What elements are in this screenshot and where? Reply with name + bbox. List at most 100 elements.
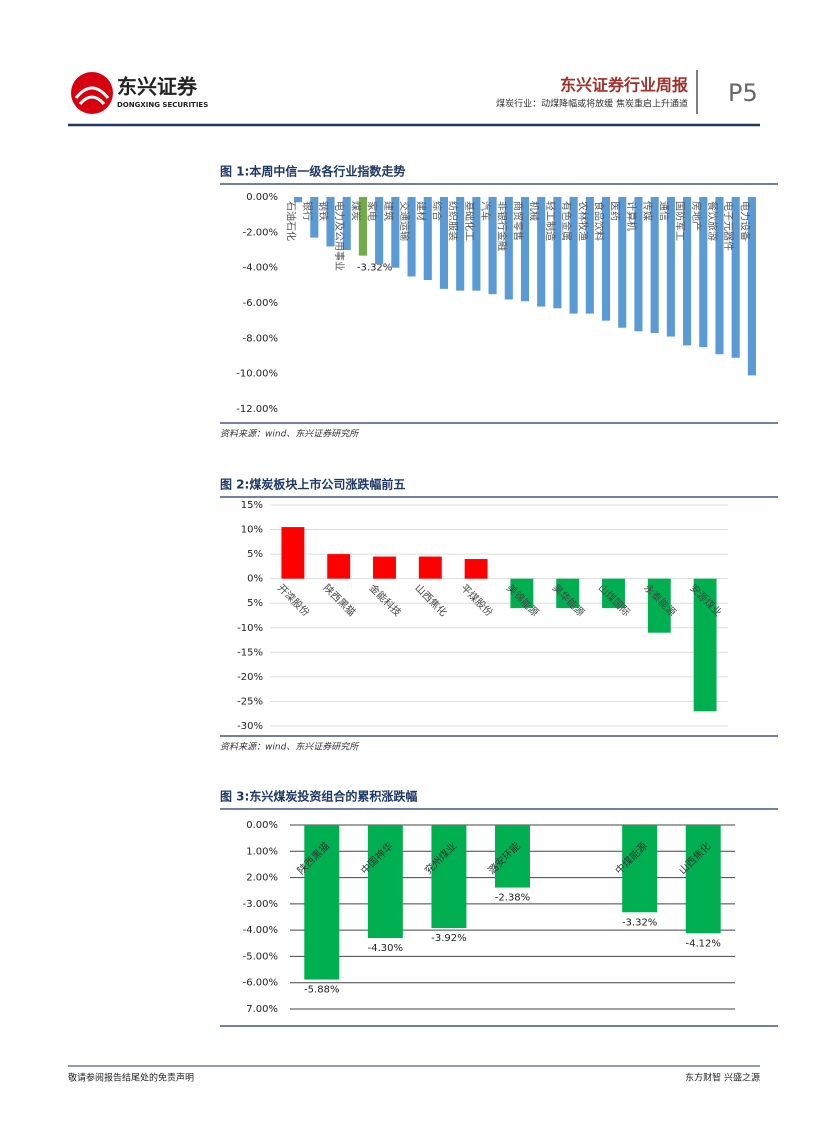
report-subtitle: 煤炭行业：动煤降幅或将放缓 焦炭重启上升通道 — [496, 98, 688, 110]
x-tick-label: 汽车 — [479, 201, 492, 221]
y-tick-label: -6.00% — [243, 298, 278, 309]
x-tick-label: 陕西黑猫 — [321, 581, 358, 618]
x-tick-label: 非银行金融 — [495, 201, 508, 251]
bar — [407, 197, 416, 277]
x-tick-label: 机械 — [528, 201, 541, 221]
bar — [373, 556, 396, 579]
y-tick-label: 0.00% — [246, 192, 278, 203]
bar — [537, 197, 546, 307]
y-tick-label: -10.00% — [236, 369, 278, 380]
bar — [618, 197, 627, 328]
bar — [464, 559, 488, 579]
bar — [391, 197, 400, 268]
footer-right: 东方财智 兴盛之源 — [685, 1072, 760, 1084]
x-tick-label: 建材 — [414, 201, 427, 221]
x-tick-label: 国防军工 — [674, 201, 687, 241]
y-tick-label: -25% — [237, 696, 263, 707]
bar — [510, 578, 534, 609]
bar — [602, 578, 625, 609]
bar — [699, 197, 708, 348]
footer-left: 敬请参阅报告结尾处的免责声明 — [68, 1072, 194, 1084]
bar — [281, 527, 305, 579]
x-tick-label: 建筑 — [382, 201, 395, 221]
x-tick-label: 纺织服装 — [447, 201, 460, 241]
bar — [327, 554, 351, 579]
report-title: 东兴证券行业周报 — [560, 76, 688, 95]
bar — [585, 197, 594, 314]
x-tick-label: 农林牧渔 — [576, 201, 589, 241]
x-tick-label: 电子元器件 — [722, 201, 735, 251]
bar — [439, 197, 449, 289]
y-tick-label: 0.00% — [246, 820, 278, 831]
bar — [553, 197, 562, 309]
y-tick-label: -8.00% — [243, 333, 278, 344]
x-tick-label: 电力及公用事业 — [333, 201, 346, 271]
bar — [556, 578, 580, 609]
logo — [71, 72, 113, 114]
data-label: -2.38% — [495, 893, 530, 904]
x-tick-label: 通信 — [657, 201, 669, 221]
x-tick-label: 基础化工 — [463, 201, 476, 241]
bar — [747, 197, 756, 376]
bar — [431, 825, 467, 929]
bar — [504, 197, 513, 300]
bar — [294, 197, 303, 203]
bar — [342, 197, 351, 250]
source-note: 资料来源：wind、东兴证券研究所 — [220, 429, 360, 440]
x-tick-label: 平煤股份 — [458, 581, 495, 618]
y-tick-label: -20% — [237, 672, 263, 683]
bar — [520, 197, 530, 302]
y-tick-label: 5% — [247, 549, 263, 560]
y-tick-label: -15% — [237, 647, 263, 658]
chart-title: 图 2:煤炭板块上市公司涨跌幅前五 — [220, 477, 405, 492]
x-tick-label: 银行 — [301, 201, 314, 221]
y-tick-label: -4.00% — [243, 925, 278, 936]
chart-title: 图 1:本周中信一级各行业指数走势 — [220, 164, 405, 179]
x-tick-label: 交通运输 — [398, 201, 411, 241]
x-tick-label: 商贸零售 — [512, 201, 525, 241]
x-tick-label: 传媒 — [641, 201, 653, 221]
x-tick-label: 石油石化 — [285, 201, 298, 241]
y-tick-label: -5.00% — [243, 951, 278, 962]
x-tick-label: 有色金属 — [560, 201, 573, 241]
bar — [650, 197, 659, 334]
y-tick-label: -10% — [237, 623, 263, 634]
bar — [685, 825, 721, 934]
data-label: -3.32% — [622, 917, 657, 928]
x-tick-label: 餐饮旅游 — [706, 201, 719, 241]
y-tick-label: 1.00% — [246, 846, 278, 857]
bar — [488, 197, 497, 295]
bar — [423, 197, 432, 281]
y-tick-label: -2.00% — [243, 227, 278, 238]
x-tick-label: 钢铁 — [317, 201, 330, 221]
bar — [472, 197, 481, 291]
y-tick-label: -12.00% — [236, 404, 278, 415]
bar — [310, 197, 319, 238]
bar — [326, 197, 335, 247]
x-tick-label: 房地产 — [690, 201, 703, 231]
bar — [358, 197, 367, 256]
chart-title: 图 3:东兴煤炭投资组合的累积涨跌幅 — [220, 789, 417, 804]
bar — [304, 825, 340, 980]
bar — [715, 197, 724, 355]
bar — [569, 197, 578, 314]
bar — [693, 578, 717, 712]
logo-text: 东兴证券 — [117, 75, 198, 99]
data-label: -5.88% — [304, 985, 339, 996]
bar — [622, 825, 658, 913]
bar — [666, 197, 675, 337]
data-label: -4.12% — [686, 938, 721, 949]
data-label: -4.30% — [368, 943, 403, 954]
y-tick-label: -3.00% — [243, 899, 278, 910]
bar — [375, 197, 384, 265]
logo-en: DONGXING SECURITIES — [117, 101, 208, 109]
data-label: -3.32% — [357, 263, 392, 274]
x-tick-label: 开滦股份 — [275, 581, 312, 618]
bar — [456, 197, 465, 291]
page-number: P5 — [728, 79, 758, 107]
y-tick-label: -30% — [237, 721, 263, 732]
x-tick-label: 家电 — [366, 201, 379, 221]
bar — [634, 197, 643, 332]
x-tick-label: 医药 — [609, 201, 621, 221]
